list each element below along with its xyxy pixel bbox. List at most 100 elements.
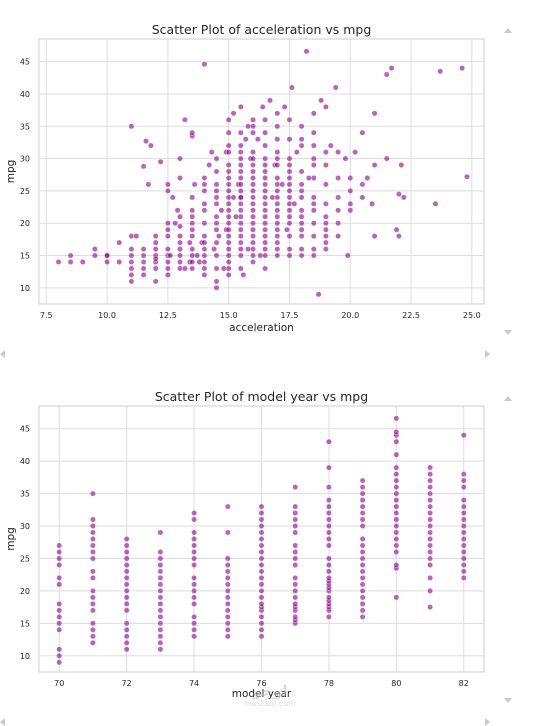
x-tick-label: 7.5 bbox=[40, 311, 53, 320]
data-point bbox=[286, 207, 293, 214]
data-point bbox=[123, 639, 130, 646]
data-point bbox=[335, 220, 341, 227]
data-point bbox=[250, 181, 256, 188]
data-point bbox=[225, 116, 232, 123]
data-point bbox=[189, 259, 196, 265]
data-point bbox=[133, 233, 140, 240]
data-point bbox=[325, 555, 332, 562]
data-point bbox=[79, 259, 86, 265]
data-point bbox=[364, 175, 371, 181]
data-point bbox=[393, 510, 400, 516]
scroll-right-icon[interactable] bbox=[485, 350, 490, 358]
data-point bbox=[359, 607, 366, 614]
data-point bbox=[460, 529, 467, 536]
data-point bbox=[262, 187, 268, 194]
data-point bbox=[225, 149, 232, 156]
data-point bbox=[224, 626, 231, 633]
data-point bbox=[292, 600, 299, 607]
data-point bbox=[393, 429, 400, 435]
data-point bbox=[298, 246, 305, 253]
data-point bbox=[292, 574, 299, 581]
data-point bbox=[230, 194, 237, 201]
data-point bbox=[177, 259, 183, 265]
chart-panel-acceleration: 10 15 20 25 30 35 40 45 7.5 10.0 12.5 15.0 17.5 20.0 2… bbox=[0, 0, 536, 358]
data-point bbox=[191, 516, 198, 523]
data-point bbox=[152, 265, 159, 272]
scroll-up-icon[interactable] bbox=[504, 396, 512, 401]
y-tick-label: 40 bbox=[20, 90, 30, 99]
watermark-logo: لوجو bbox=[252, 682, 288, 700]
data-point bbox=[157, 594, 164, 601]
data-point bbox=[258, 574, 265, 581]
data-point bbox=[250, 149, 256, 156]
data-point bbox=[213, 168, 220, 175]
data-point bbox=[189, 233, 196, 240]
data-point bbox=[164, 226, 171, 233]
data-point bbox=[286, 233, 293, 240]
data-point bbox=[213, 226, 220, 233]
scroll-up-icon[interactable] bbox=[504, 28, 512, 33]
data-point bbox=[400, 194, 407, 201]
data-point bbox=[123, 568, 130, 575]
data-point bbox=[460, 562, 467, 568]
data-point bbox=[258, 587, 265, 594]
data-point bbox=[157, 639, 164, 646]
data-point bbox=[325, 516, 332, 523]
scroll-left-icon[interactable] bbox=[0, 718, 5, 726]
data-point bbox=[250, 226, 256, 233]
data-point bbox=[157, 562, 164, 568]
data-point bbox=[56, 626, 63, 633]
data-point bbox=[213, 252, 220, 259]
data-point bbox=[128, 278, 135, 285]
data-point bbox=[292, 613, 299, 620]
data-point bbox=[56, 542, 63, 549]
data-point bbox=[258, 562, 265, 568]
data-point bbox=[224, 587, 231, 594]
data-point bbox=[250, 162, 256, 168]
data-point bbox=[298, 142, 305, 149]
data-point bbox=[286, 136, 293, 143]
x-tick-label: 70 bbox=[54, 679, 64, 688]
data-point bbox=[310, 142, 317, 149]
data-point bbox=[359, 549, 366, 555]
data-point bbox=[335, 233, 341, 240]
data-point bbox=[152, 278, 159, 285]
x-tick-label: 82 bbox=[459, 679, 469, 688]
data-point bbox=[325, 529, 332, 536]
data-point bbox=[55, 259, 62, 265]
scroll-down-icon[interactable] bbox=[504, 330, 512, 335]
data-point bbox=[201, 220, 208, 227]
data-point bbox=[460, 542, 467, 549]
data-point bbox=[191, 549, 198, 555]
data-point bbox=[427, 497, 433, 504]
data-point bbox=[250, 168, 256, 175]
data-point bbox=[250, 220, 256, 227]
data-point bbox=[206, 162, 213, 168]
data-point bbox=[237, 233, 244, 240]
data-point bbox=[90, 490, 96, 497]
data-point bbox=[359, 574, 366, 581]
data-point bbox=[250, 200, 256, 207]
scroll-down-icon[interactable] bbox=[504, 698, 512, 703]
chart-title: Scatter Plot of model year vs mpg bbox=[155, 389, 368, 404]
data-point bbox=[262, 194, 268, 201]
data-point bbox=[322, 246, 329, 253]
data-point bbox=[90, 633, 96, 640]
data-point bbox=[233, 213, 239, 220]
data-point bbox=[152, 255, 159, 262]
data-point bbox=[191, 581, 198, 588]
scroll-right-icon[interactable] bbox=[485, 718, 490, 726]
data-point bbox=[286, 194, 293, 201]
data-point bbox=[286, 175, 293, 181]
scroll-left-icon[interactable] bbox=[0, 350, 5, 358]
data-point bbox=[191, 181, 198, 188]
data-point bbox=[359, 510, 366, 516]
data-point bbox=[201, 181, 208, 188]
data-point bbox=[250, 233, 256, 240]
data-point bbox=[262, 226, 268, 233]
data-point bbox=[92, 246, 98, 253]
data-point bbox=[164, 246, 171, 253]
data-point bbox=[177, 155, 183, 162]
data-point bbox=[225, 252, 232, 259]
data-point bbox=[258, 529, 265, 536]
